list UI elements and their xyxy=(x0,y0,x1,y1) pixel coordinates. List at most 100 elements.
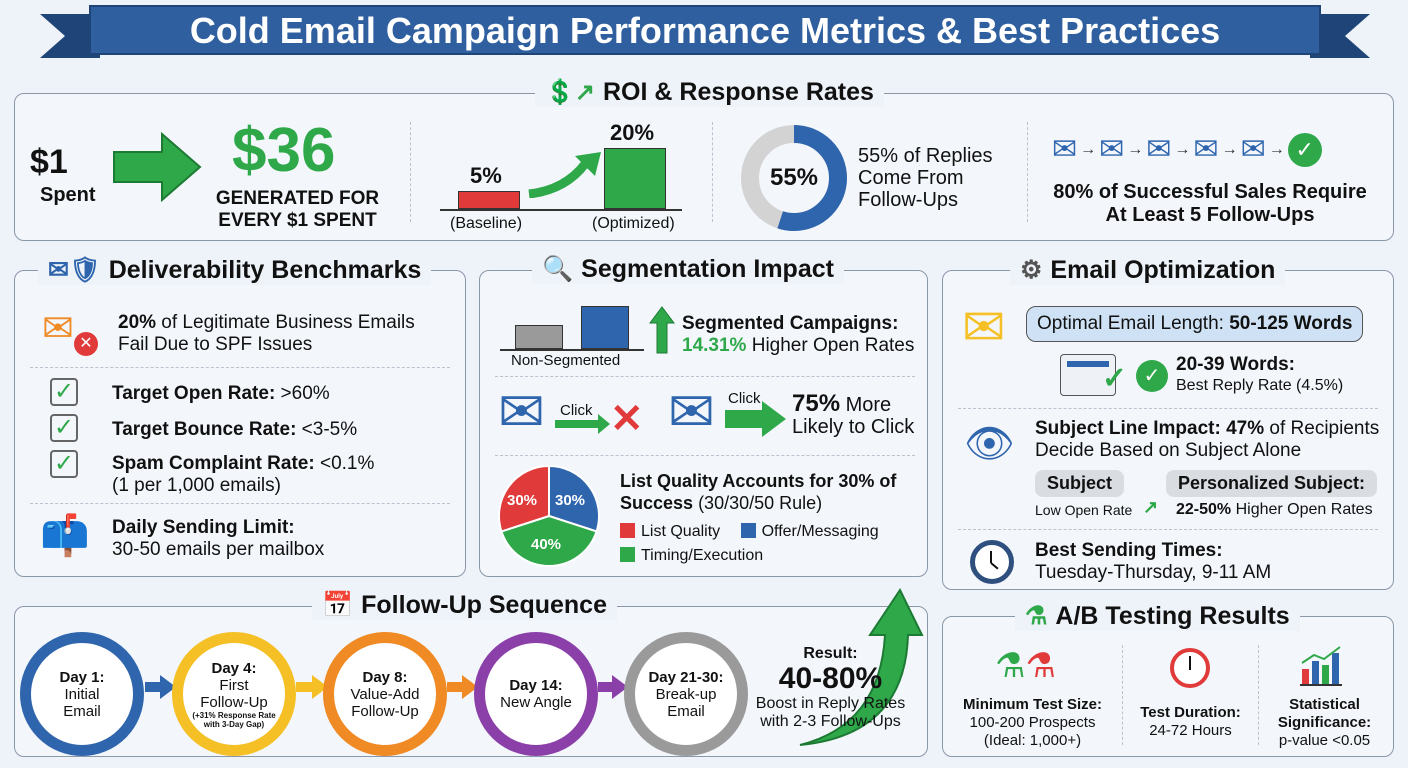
baseline-label: (Baseline) xyxy=(450,215,523,232)
success-pie-chart xyxy=(498,464,600,567)
donut-text: 55% of Replies Come From Follow-Ups xyxy=(858,145,993,211)
followup-step: Day 4: First Follow-Up (+31% Response Rate… xyxy=(172,632,296,756)
money-growth-icon: 💲↗ xyxy=(545,79,595,106)
checkbox-icon: ✓ xyxy=(50,450,78,478)
bar-chart-icon xyxy=(1300,646,1342,686)
pie-slice-list-quality xyxy=(498,464,550,533)
flasks-icon: ⚗⚗ xyxy=(995,647,1056,685)
growth-arrow-icon xyxy=(799,587,924,746)
check-icon: ✓ xyxy=(1287,132,1322,167)
clock-icon xyxy=(970,540,1014,584)
personalized-pill: Personalized Subject: xyxy=(1166,470,1378,497)
envelope-icon: ✉ xyxy=(1193,133,1219,166)
words-text: 20-39 Words: Best Reply Rate (4.5%) xyxy=(1176,354,1344,394)
page-title: Cold Email Campaign Performance Metrics … xyxy=(189,10,1221,51)
pie-slice-offer-messaging xyxy=(548,464,600,533)
checkbox-icon: ✓ xyxy=(50,414,78,442)
click-label: Click xyxy=(560,402,593,419)
segmented-text: Segmented Campaigns: 14.31% Higher Open R… xyxy=(682,313,915,356)
ab-title: ⚗ A/B Testing Results xyxy=(1015,601,1300,631)
result-text: Result: 40-80% Boost in Reply Rates with 2-… xyxy=(755,645,906,730)
legend-item: List Quality xyxy=(620,523,720,540)
envelope-icon: ✉ xyxy=(962,299,1006,357)
x-icon: ✕ xyxy=(610,397,644,441)
non-segmented-label: Non-Segmented xyxy=(511,352,621,369)
title-banner xyxy=(40,5,1370,58)
deliverability-panel xyxy=(14,270,466,577)
spf-text: 20% of Legitimate Business Emails Fail Du… xyxy=(118,312,415,355)
checks-list: ✓ Target Open Rate: >60% ✓ Target Bounce R… xyxy=(50,378,374,497)
warning-envelope-icon: ✉ ✕ xyxy=(42,306,98,356)
pie-legend: List Quality Offer/Messaging Timing/Exec… xyxy=(620,520,879,568)
growth-arrow-icon xyxy=(528,152,601,198)
subject-impact-text: Subject Line Impact: 47% of Recipients De… xyxy=(1035,418,1380,461)
ab-duration: Test Duration: 24-72 Hours xyxy=(1140,704,1241,739)
legend-item: Offer/Messaging xyxy=(740,523,879,540)
checkbox-icon: ✓ xyxy=(50,378,78,406)
followup-step: Day 8: Value-Add Follow-Up xyxy=(323,632,447,756)
envelope-icon: ✉ xyxy=(1146,133,1172,166)
flask-icon: ⚗ xyxy=(1025,602,1048,630)
pie-slice-timing-execution xyxy=(500,514,598,567)
followup-step: Day 1: Initial Email xyxy=(20,632,144,756)
ab-test-size: Minimum Test Size: 100-200 Prospects (Idea… xyxy=(963,696,1102,749)
document-check-icon: ✓ xyxy=(1060,354,1127,396)
up-right-arrow-icon: ↗ xyxy=(1143,497,1159,517)
envelope-icon: ✉ xyxy=(668,380,715,443)
subject-pill: Subject xyxy=(1035,470,1125,497)
baseline-value: 5% xyxy=(470,163,502,188)
personalized-text: 22-50% Higher Open Rates xyxy=(1176,501,1373,518)
envelope-icon: ✉ xyxy=(1052,133,1078,166)
email-length-bubble: Optimal Email Length: 50-125 Words xyxy=(1026,306,1364,342)
magnifier-icon: 🔍 xyxy=(542,255,574,283)
roi-panel xyxy=(14,93,1394,241)
check-item: ✓ Spam Complaint Rate: <0.1% (1 per 1,000 … xyxy=(50,450,374,497)
check-icon: ✓ xyxy=(1136,360,1168,392)
optimized-label: (Optimized) xyxy=(592,215,675,232)
sending-limit: Daily Sending Limit: 30-50 emails per mai… xyxy=(112,517,325,560)
sending-times: Best Sending Times: Tuesday-Thursday, 9-1… xyxy=(1035,540,1272,583)
optimization-title: ⚙ Email Optimization xyxy=(1010,255,1286,285)
calendar-icon: 📅 xyxy=(322,591,354,619)
mailbox-icon: 📫 xyxy=(40,514,90,558)
followup-step: Day 14: New Angle xyxy=(474,632,598,756)
deliverability-title: ✉🛡 Deliverability Benchmarks xyxy=(38,255,432,285)
segmentation-title: 🔍 Segmentation Impact xyxy=(532,255,844,284)
optimized-value: 20% xyxy=(610,120,655,145)
followup-title: 📅 Follow-Up Sequence xyxy=(312,591,617,620)
donut-value: 55% xyxy=(769,164,819,191)
generated-amount: $36 xyxy=(232,116,336,185)
legend-item: Timing/Execution xyxy=(620,547,763,564)
replies-donut xyxy=(741,125,847,231)
baseline-bar xyxy=(458,191,520,209)
click-label: Click xyxy=(728,390,761,407)
arrow-right-icon xyxy=(113,132,202,202)
ab-significance: Statistical Significance: p-value <0.05 xyxy=(1277,696,1372,749)
pie-label-offer: 30% xyxy=(555,492,586,509)
segmented-bar xyxy=(581,306,629,349)
followup-envelopes: ✉ → ✉ → ✉ → ✉ → ✉ → ✓ xyxy=(1052,132,1322,167)
roi-title: 💲↗ ROI & Response Rates xyxy=(535,78,884,107)
shield-envelope-icon: ✉🛡 xyxy=(48,256,101,284)
spent-label: Spent xyxy=(40,184,96,206)
check-item: ✓ Target Bounce Rate: <3-5% xyxy=(50,414,374,450)
followup-step: Day 21-30: Break-up Email xyxy=(624,632,748,756)
non-segmented-bar xyxy=(515,325,563,349)
low-open-rate: Low Open Rate xyxy=(1035,502,1133,518)
generated-label: GENERATED FOR EVERY $1 SPENT xyxy=(215,188,380,231)
stopwatch-icon xyxy=(1170,648,1210,688)
up-arrow-icon xyxy=(649,306,675,354)
envelope-icon: ✉ xyxy=(498,380,545,443)
envelope-icon: ✉ xyxy=(1240,133,1266,166)
pie-title: List Quality Accounts for 30% of Success … xyxy=(620,471,897,513)
check-item: ✓ Target Open Rate: >60% xyxy=(50,378,374,414)
spent-amount: $1 xyxy=(30,143,68,181)
eye-icon: 👁 xyxy=(964,422,1015,466)
pie-label-list-quality: 30% xyxy=(507,492,538,509)
pie-label-timing: 40% xyxy=(531,536,562,553)
optimized-bar xyxy=(604,148,666,209)
followups-text: 80% of Successful Sales Require At Least … xyxy=(1053,181,1367,226)
click-text: 75% More Likely to Click xyxy=(792,390,915,439)
gear-icon: ⚙ xyxy=(1020,256,1043,284)
envelope-icon: ✉ xyxy=(1099,133,1125,166)
